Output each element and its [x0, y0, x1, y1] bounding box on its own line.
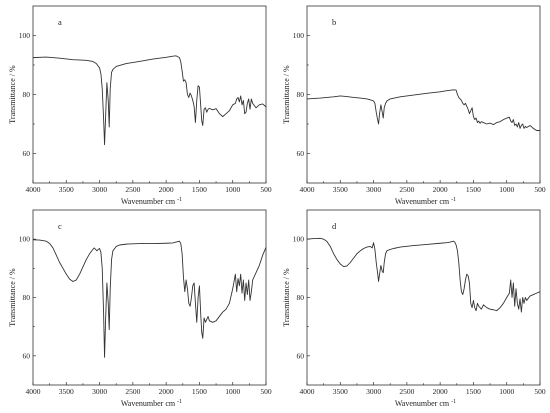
y-tick-label: 60	[297, 351, 305, 360]
spectrum-line	[306, 237, 541, 313]
plot-frame	[32, 5, 267, 184]
x-tick-label: 4000	[26, 387, 41, 396]
x-tick-label: 1000	[225, 185, 240, 194]
x-axis-label: Wavenumber cm -1	[121, 197, 182, 206]
x-tick-label: 1000	[499, 185, 514, 194]
spectrum-panel-c: 4000 3500 3000 2500 2000 1500 1000 500 60 80 100 Wa…	[8, 209, 272, 408]
x-tick-label: 3000	[92, 185, 107, 194]
y-tick-label: 80	[297, 293, 305, 302]
x-tick-label: 1500	[466, 387, 481, 396]
x-tick-label: 500	[534, 387, 546, 396]
x-tick-label: 1000	[499, 387, 514, 396]
x-tick-label: 3500	[333, 185, 348, 194]
x-tick-label: 4000	[26, 185, 41, 194]
x-axis-label: Wavenumber cm -1	[121, 399, 182, 408]
x-tick-label: 1500	[192, 185, 207, 194]
y-tick-label: 100	[19, 31, 31, 40]
spectrum-line	[32, 55, 267, 146]
x-tick-label: 3000	[92, 387, 107, 396]
x-tick-label: 2000	[159, 387, 174, 396]
x-tick-label: 500	[260, 387, 272, 396]
x-tick-label: 3500	[59, 387, 74, 396]
x-tick-label: 3500	[59, 185, 74, 194]
x-tick-label: 3500	[333, 387, 348, 396]
y-axis-label: Transmittance / %	[282, 268, 291, 327]
y-tick-label: 100	[293, 235, 305, 244]
x-tick-label: 1500	[466, 185, 481, 194]
x-tick-label: 500	[260, 185, 272, 194]
panel-label: b	[332, 17, 336, 27]
x-tick-label: 3000	[366, 387, 381, 396]
y-tick-label: 80	[297, 90, 305, 99]
x-tick-label: 1500	[192, 387, 207, 396]
panel-label: d	[332, 221, 337, 231]
spectrum-panel-b: 4000 3500 3000 2500 2000 1500 1000 500 60 80 100 Wa…	[282, 5, 546, 206]
x-tick-label: 4000	[300, 387, 315, 396]
x-tick-label: 2500	[399, 387, 414, 396]
y-tick-label: 60	[23, 351, 31, 360]
x-tick-label: 2000	[159, 185, 174, 194]
plot-frame	[306, 5, 541, 184]
y-tick-label: 100	[19, 235, 31, 244]
spectrum-panel-a: 4000 3500 3000 2500 2000 1500 1000 500 60 80 100 Wa…	[8, 5, 272, 206]
spectrum-line	[32, 239, 267, 358]
x-tick-label: 500	[534, 185, 546, 194]
x-tick-label: 2000	[433, 387, 448, 396]
y-tick-label: 60	[23, 149, 31, 158]
y-axis-label: Transmittance / %	[8, 65, 17, 124]
y-tick-label: 80	[23, 293, 31, 302]
x-axis-label: Wavenumber cm -1	[395, 399, 456, 408]
x-tick-label: 4000	[300, 185, 315, 194]
y-tick-label: 60	[297, 149, 305, 158]
x-axis-label: Wavenumber cm -1	[395, 197, 456, 206]
x-tick-label: 3000	[366, 185, 381, 194]
y-axis-label: Transmittance / %	[282, 65, 291, 124]
x-tick-label: 2500	[399, 185, 414, 194]
x-tick-label: 2000	[433, 185, 448, 194]
y-axis-label: Transmittance / %	[8, 268, 17, 327]
x-tick-label: 2500	[125, 185, 140, 194]
y-tick-label: 100	[293, 31, 305, 40]
x-tick-label: 1000	[225, 387, 240, 396]
spectrum-panel-d: 4000 3500 3000 2500 2000 1500 1000 500 60 80 100 Wa…	[282, 209, 546, 408]
plot-frame	[306, 209, 541, 386]
x-tick-label: 2500	[125, 387, 140, 396]
panel-label: a	[58, 17, 62, 27]
spectrum-line	[306, 89, 540, 131]
panel-label: c	[58, 221, 62, 231]
y-tick-label: 80	[23, 90, 31, 99]
